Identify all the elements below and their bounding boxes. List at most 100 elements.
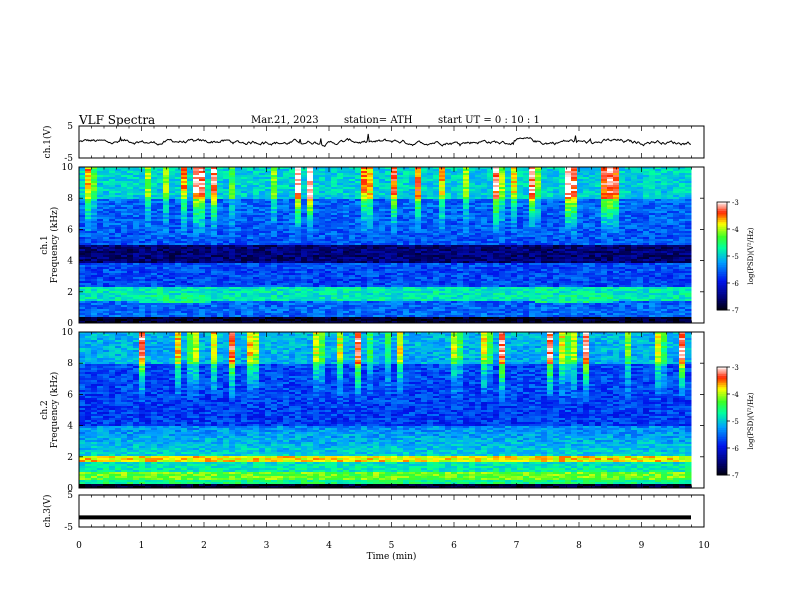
spectrogram-cell bbox=[541, 185, 547, 187]
spectrogram-cell bbox=[121, 225, 127, 227]
spectrogram-cell bbox=[643, 209, 649, 211]
spectrogram-cell bbox=[133, 201, 139, 203]
spectrogram-cell bbox=[565, 245, 571, 247]
spectrogram-cell bbox=[289, 253, 295, 255]
spectrogram-cell bbox=[409, 229, 415, 231]
spectrogram-cell bbox=[193, 259, 199, 261]
spectrogram-cell bbox=[283, 247, 289, 249]
spectrogram-cell bbox=[493, 211, 499, 213]
spectrogram-cell bbox=[319, 223, 325, 225]
spectrogram-cell bbox=[499, 227, 505, 229]
spectrogram-cell bbox=[397, 205, 403, 207]
spectrogram-cell bbox=[439, 249, 445, 251]
spectrogram-cell bbox=[229, 181, 235, 183]
spectrogram-cell bbox=[325, 237, 331, 239]
spectrogram-cell bbox=[517, 249, 523, 251]
spectrogram-cell bbox=[187, 227, 193, 229]
spectrogram-cell bbox=[181, 193, 187, 195]
spectrogram-cell bbox=[295, 215, 301, 217]
spectrogram-cell bbox=[349, 215, 355, 217]
spectrogram-cell bbox=[373, 195, 379, 197]
spectrogram-cell bbox=[217, 191, 223, 193]
spectrogram-cell bbox=[577, 191, 583, 193]
spectrogram-cell bbox=[445, 185, 451, 187]
spectrogram-cell bbox=[571, 211, 577, 213]
spectrogram-cell bbox=[469, 171, 475, 173]
spectrogram-cell bbox=[247, 199, 253, 201]
spectrogram-cell bbox=[133, 237, 139, 239]
spectrogram-cell bbox=[247, 227, 253, 229]
spectrogram-cell bbox=[439, 185, 445, 187]
spectrogram-cell bbox=[439, 201, 445, 203]
spectrogram-cell bbox=[283, 181, 289, 183]
spectrogram-cell bbox=[595, 179, 601, 181]
spectrogram-cell bbox=[589, 243, 595, 245]
spectrogram-cell bbox=[475, 209, 481, 211]
ch1-tick-label: 5 bbox=[67, 122, 73, 132]
spectrogram-cell bbox=[133, 221, 139, 223]
spectrogram-cell bbox=[355, 177, 361, 179]
spectrogram-cell bbox=[439, 179, 445, 181]
spectrogram-cell bbox=[301, 261, 307, 263]
spectrogram-cell bbox=[565, 213, 571, 215]
spectrogram-cell bbox=[367, 225, 373, 227]
spectrogram-cell bbox=[433, 191, 439, 193]
spectrogram-cell bbox=[445, 219, 451, 221]
plot-canvas: 5-5ch.1(V) 0246810ch.1Frequency (kHz) 02… bbox=[0, 0, 792, 612]
spectrogram-cell bbox=[559, 231, 565, 233]
spectrogram-cell bbox=[487, 227, 493, 229]
spectrogram-cell bbox=[499, 255, 505, 257]
spectrogram-cell bbox=[655, 171, 661, 173]
spectrogram-cell bbox=[481, 207, 487, 209]
spectrogram-cell bbox=[667, 237, 673, 239]
spectrogram-cell bbox=[115, 249, 121, 251]
spectrogram-cell bbox=[415, 249, 421, 251]
spectrogram-cell bbox=[475, 191, 481, 193]
spectrogram-cell bbox=[493, 215, 499, 217]
spectrogram-cell bbox=[559, 239, 565, 241]
spectrogram-cell bbox=[631, 213, 637, 215]
spectrogram-cell bbox=[109, 171, 115, 173]
spectrogram-cell bbox=[457, 221, 463, 223]
spectrogram-cell bbox=[493, 237, 499, 239]
spectrogram-cell bbox=[415, 215, 421, 217]
spectrogram-cell bbox=[337, 187, 343, 189]
spectrogram-cell bbox=[553, 225, 559, 227]
spectrogram-cell bbox=[355, 195, 361, 197]
spectrogram-cell bbox=[409, 183, 415, 185]
spectrogram-cell bbox=[217, 251, 223, 253]
spectrogram-cell bbox=[463, 259, 469, 261]
spectrogram-cell bbox=[271, 181, 277, 183]
spectrogram-cell bbox=[499, 259, 505, 261]
spectrogram-cell bbox=[79, 207, 85, 209]
spectrogram-cell bbox=[253, 235, 259, 237]
spectrogram-cell bbox=[577, 189, 583, 191]
spectrogram-cell bbox=[109, 235, 115, 237]
spectrogram-cell bbox=[319, 183, 325, 185]
spectrogram-cell bbox=[151, 251, 157, 253]
spectrogram-cell bbox=[283, 261, 289, 263]
spectrogram-cell bbox=[421, 225, 427, 227]
spectrogram-cell bbox=[565, 199, 571, 201]
spectrogram-cell bbox=[247, 213, 253, 215]
spectrogram-cell bbox=[355, 185, 361, 187]
spectrogram-cell bbox=[307, 255, 313, 257]
spectrogram-cell bbox=[397, 183, 403, 185]
spectrogram-cell bbox=[685, 209, 691, 211]
spectrogram-cell bbox=[349, 171, 355, 173]
spectrogram-cell bbox=[79, 195, 85, 197]
spectrogram-cell bbox=[223, 233, 229, 235]
spectrogram-cell bbox=[523, 261, 529, 263]
spectrogram-cell bbox=[679, 201, 685, 203]
spectrogram-cell bbox=[607, 243, 613, 245]
spectrogram-cell bbox=[553, 221, 559, 223]
spectrogram-cell bbox=[355, 239, 361, 241]
spectrogram-cell bbox=[139, 191, 145, 193]
spectrogram-cell bbox=[655, 227, 661, 229]
spectrogram-cell bbox=[109, 259, 115, 261]
spectrogram-cell bbox=[169, 251, 175, 253]
spectrogram-cell bbox=[319, 247, 325, 249]
spectrogram-cell bbox=[373, 249, 379, 251]
spectrogram-cell bbox=[139, 171, 145, 173]
spectrogram-cell bbox=[571, 201, 577, 203]
